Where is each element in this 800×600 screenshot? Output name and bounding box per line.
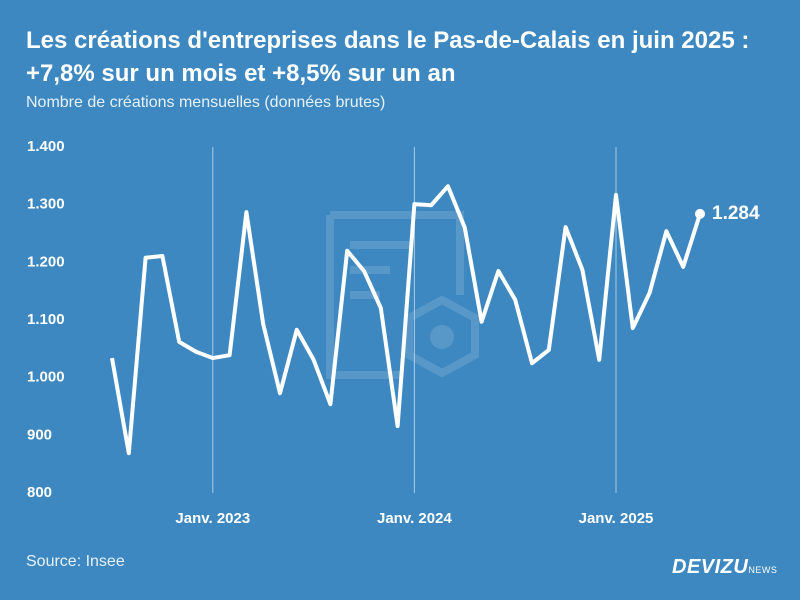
source: Source: Insee bbox=[26, 553, 125, 570]
chart-subtitle: Nombre de créations mensuelles (données … bbox=[26, 94, 386, 111]
value-label: 1.284 bbox=[712, 203, 760, 224]
chart-title: Les créations d'entreprises dans le Pas-… bbox=[26, 27, 750, 87]
end-point bbox=[695, 208, 705, 219]
x-tick-label: Janv. 2025 bbox=[579, 510, 654, 527]
brand: DEVIZUNEWS bbox=[672, 556, 777, 579]
brand-suffix: NEWS bbox=[748, 565, 778, 575]
y-tick-label: 1.000 bbox=[27, 369, 65, 386]
y-tick-label: 1.200 bbox=[27, 253, 65, 270]
x-tick-label: Janv. 2023 bbox=[175, 510, 250, 527]
y-tick-label: 900 bbox=[27, 426, 52, 443]
line bbox=[110, 184, 702, 456]
y-tick-label: 1.100 bbox=[27, 311, 65, 328]
y-tick-label: 1.400 bbox=[27, 138, 65, 155]
x-tick-label: Janv. 2024 bbox=[377, 510, 452, 527]
y-tick-label: 800 bbox=[27, 484, 52, 501]
y-tick-label: 1.300 bbox=[27, 196, 65, 213]
brand-name: DEVIZU bbox=[672, 556, 749, 578]
